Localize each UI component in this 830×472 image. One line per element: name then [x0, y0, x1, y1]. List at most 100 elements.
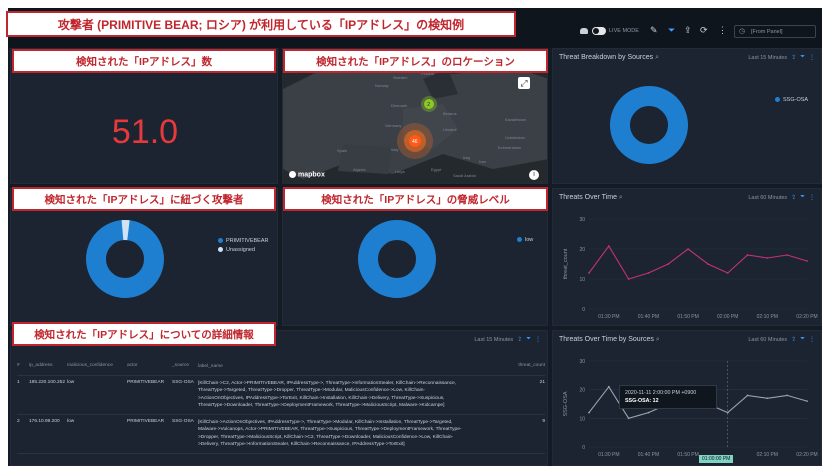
- mapbox-logo: mapbox: [289, 171, 325, 178]
- data-point[interactable]: [726, 272, 729, 274]
- threats-over-time-chart[interactable]: 0 10 20 30 01:30 PM 01:40 PM 01:50 PM 02:00 PM 0…: [553, 209, 822, 326]
- map-label-belarus: Belarus: [443, 111, 457, 116]
- col-header-ip-address[interactable]: ip_address: [29, 363, 53, 368]
- y-tick-label: 30: [579, 359, 585, 365]
- export-icon[interactable]: ⇪: [517, 337, 523, 343]
- time-range-value: [From Panel]: [751, 29, 783, 35]
- user-icon[interactable]: [580, 28, 588, 34]
- donut-slice-ssg-osa[interactable]: [610, 86, 688, 164]
- data-point[interactable]: [647, 411, 650, 414]
- series-line[interactable]: [588, 245, 808, 280]
- x-tick-label: 02:10 PM: [757, 314, 778, 320]
- data-point[interactable]: [806, 400, 808, 403]
- refresh-icon[interactable]: ⟳: [700, 25, 708, 35]
- callout-location: 検知された「IPアドレス」のロケーション: [283, 49, 548, 73]
- search-icon: ⌕: [655, 54, 660, 61]
- threat-level-donut[interactable]: [357, 219, 437, 299]
- y-tick-label: 10: [579, 277, 585, 283]
- threat-breakdown-legend: SSG-OSA: [775, 97, 808, 103]
- attacker-donut[interactable]: [85, 219, 165, 299]
- threat-level-panel: low: [282, 188, 548, 326]
- data-point[interactable]: [627, 417, 630, 420]
- map-info-icon[interactable]: i: [529, 170, 539, 180]
- time-range-picker[interactable]: ◷ [From Panel]: [734, 25, 816, 38]
- data-point[interactable]: [786, 254, 789, 256]
- filter-icon[interactable]: ⏷: [526, 336, 531, 342]
- more-icon[interactable]: ⋮: [718, 25, 727, 35]
- map-label-germany: Germany: [385, 123, 401, 128]
- data-point[interactable]: [607, 385, 610, 388]
- data-point[interactable]: [607, 245, 610, 247]
- more-icon[interactable]: ⋮: [809, 195, 815, 201]
- donut-slice-low[interactable]: [358, 220, 436, 298]
- y-axis-label: SSG-OSA: [563, 391, 569, 416]
- fullscreen-icon[interactable]: ⤢: [518, 77, 530, 89]
- export-icon[interactable]: ⇪: [791, 55, 797, 61]
- col-header-label-name[interactable]: label_name: [198, 364, 223, 369]
- col-header-source[interactable]: _source: [172, 363, 190, 368]
- cluster-small-marker[interactable]: [424, 99, 434, 109]
- data-point[interactable]: [647, 272, 650, 274]
- map-label-kazakhstan: Kazakhstan: [505, 117, 526, 122]
- map-label-egypt: Egypt: [431, 167, 442, 172]
- more-icon[interactable]: ⋮: [809, 55, 815, 61]
- export-icon[interactable]: ⇪: [791, 337, 797, 343]
- y-tick-label: 10: [579, 416, 585, 422]
- data-point[interactable]: [766, 257, 769, 259]
- x-tick-label: 01:40 PM: [638, 452, 659, 458]
- data-point[interactable]: [746, 394, 749, 397]
- data-point[interactable]: [766, 397, 769, 400]
- table-row[interactable]: 1 185.220.100.252 low PRIMITIVEBEAR SSG-…: [17, 376, 545, 415]
- filter-icon[interactable]: ⏷: [800, 336, 805, 342]
- col-header-index[interactable]: #: [17, 363, 20, 368]
- callout-attacker: 検知された「IPアドレス」に紐づく攻撃者: [12, 187, 276, 211]
- col-header-malicious-confidence[interactable]: malicious_confidence: [67, 363, 113, 368]
- y-tick-label: 20: [579, 388, 585, 394]
- col-header-threat-count[interactable]: threat_count: [518, 363, 545, 368]
- data-point[interactable]: [786, 394, 789, 397]
- y-axis-label: threat_count: [563, 248, 569, 279]
- data-point[interactable]: [588, 411, 590, 414]
- export-icon[interactable]: ⇪: [791, 195, 797, 201]
- col-header-actor[interactable]: actor: [127, 363, 138, 368]
- y-tick-label: 0: [582, 445, 585, 451]
- edit-icon[interactable]: ✎: [650, 25, 658, 35]
- threats-by-sources-meta: Last 60 Minutes ⇪ ⏷ ⋮: [748, 336, 815, 343]
- filter-icon[interactable]: ⏷: [668, 25, 676, 35]
- data-point[interactable]: [667, 263, 670, 265]
- clock-icon: ◷: [739, 28, 746, 35]
- x-tick-label: 01:50 PM: [677, 314, 698, 320]
- cluster-large-marker[interactable]: [409, 135, 421, 147]
- threats-over-time-title: Threats Over Time ⌕: [559, 194, 623, 201]
- y-tick-label: 20: [579, 247, 585, 253]
- more-icon[interactable]: ⋮: [809, 337, 815, 343]
- data-point[interactable]: [726, 411, 729, 414]
- data-point[interactable]: [806, 260, 808, 262]
- threats-by-sources-title: Threats Over Time by Sources ⌕: [559, 336, 660, 343]
- table-header-row: # ip_address malicious_confidence actor …: [17, 359, 545, 376]
- data-point[interactable]: [687, 248, 689, 250]
- export-icon[interactable]: ⇪: [684, 25, 692, 35]
- map-label-norway: Norway: [375, 83, 389, 88]
- map-label-denmark: Denmark: [391, 103, 407, 108]
- x-tick-label: 01:50 PM: [677, 452, 698, 458]
- data-point[interactable]: [627, 278, 630, 280]
- threat-breakdown-panel: Threat Breakdown by Sources ⌕ Last 15 Mi…: [552, 48, 822, 184]
- data-point[interactable]: [707, 263, 709, 265]
- threats-by-sources-panel: Threats Over Time by Sources ⌕ Last 60 M…: [552, 330, 822, 466]
- cluster-large-count: 46: [412, 139, 418, 145]
- more-icon[interactable]: ⋮: [535, 337, 541, 343]
- cluster-small-count: 2: [427, 102, 430, 108]
- filter-icon[interactable]: ⏷: [800, 54, 805, 60]
- x-tick-label: 02:20 PM: [796, 452, 817, 458]
- data-point[interactable]: [588, 272, 590, 274]
- threat-breakdown-donut[interactable]: [609, 85, 689, 165]
- live-mode-toggle[interactable]: [592, 27, 606, 35]
- map-label-algeria: Algeria: [353, 167, 366, 172]
- data-point[interactable]: [746, 254, 749, 256]
- map-label-iraq: Iraq: [463, 155, 470, 160]
- x-tick-label: 01:30 PM: [598, 452, 619, 458]
- filter-icon[interactable]: ⏷: [800, 194, 805, 200]
- table-row[interactable]: 2 176.10.99.200 low PRIMITIVEBEAR SSG-OS…: [17, 415, 545, 454]
- details-table-panel: Last 15 Minutes ⇪ ⏷ ⋮ # ip_address malic…: [10, 330, 548, 466]
